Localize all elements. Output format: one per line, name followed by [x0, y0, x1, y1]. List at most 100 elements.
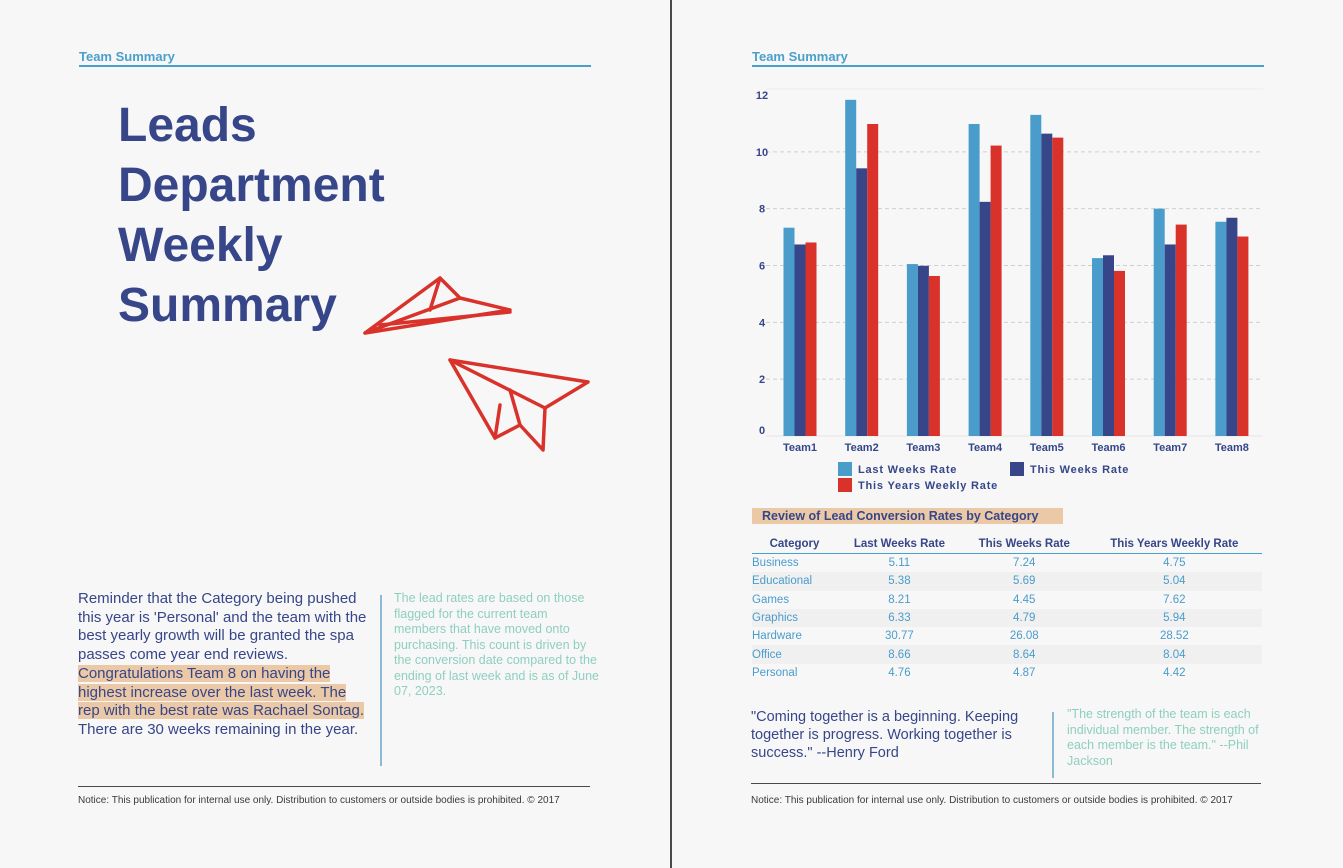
bar — [979, 201, 991, 436]
bar — [783, 227, 795, 436]
x-tick-label: Team8 — [1215, 442, 1249, 454]
bar — [1164, 244, 1176, 436]
column-header: Category — [752, 536, 837, 554]
left-page — [0, 0, 670, 868]
rate-cell: 7.62 — [1163, 593, 1186, 606]
phil-jackson-quote: "The strength of the team is each indivi… — [1067, 707, 1259, 768]
y-tick-label: 10 — [756, 147, 768, 159]
table-row: Business 5.11 7.24 4.75 — [752, 554, 1262, 573]
table-row: Hardware 30.77 26.08 28.52 — [752, 627, 1262, 645]
rate-cell: 4.45 — [1013, 593, 1036, 606]
page-divider — [670, 0, 672, 868]
category-cell: Graphics — [752, 608, 837, 628]
bar — [1092, 258, 1103, 436]
legend-swatch — [838, 478, 852, 492]
rate-cell: 4.42 — [1163, 666, 1186, 679]
right-page-header: Team Summary — [752, 49, 1264, 67]
reminder-plain: Reminder that the Category being pushed … — [78, 590, 367, 664]
paper-planes-decoration — [363, 276, 590, 452]
legend-label: This Years Weekly Rate — [858, 480, 998, 492]
legend-label: Last Weeks Rate — [858, 464, 957, 476]
category-cell: Office — [752, 645, 837, 664]
y-tick-label: 2 — [759, 374, 765, 386]
rate-cell: 5.94 — [1086, 608, 1262, 628]
rate-cell: 7.24 — [1013, 557, 1036, 570]
left-page-header: Team Summary — [79, 49, 591, 67]
rate-cell: 8.64 — [961, 645, 1087, 664]
quote-divider — [1052, 712, 1054, 778]
congratulations-highlight: Congratulations Team 8 on having the hig… — [78, 664, 364, 720]
rate-cell: 30.77 — [885, 630, 914, 643]
table-row: Office 8.66 8.64 8.04 — [752, 645, 1262, 664]
paper-plane-icon — [448, 358, 590, 452]
notice: Notice: This publication for internal us… — [78, 795, 560, 806]
table-row: Graphics 6.33 4.79 5.94 — [752, 608, 1262, 628]
bar — [906, 264, 918, 436]
rate-cell: 4.76 — [888, 666, 911, 679]
bar — [1052, 137, 1064, 436]
bar — [1114, 270, 1125, 436]
bar — [1103, 255, 1114, 436]
rate-cell: 4.79 — [961, 608, 1087, 628]
y-tick-label: 0 — [759, 425, 765, 437]
bar — [1226, 217, 1238, 436]
bar — [990, 145, 1002, 436]
bar — [856, 168, 868, 436]
legend-swatch — [838, 462, 852, 476]
bar — [1175, 224, 1187, 436]
column-header: Last Weeks Rate — [837, 536, 962, 554]
rate-cell: 6.33 — [837, 608, 962, 628]
category-cell: Hardware — [752, 630, 802, 643]
y-tick-label: 4 — [759, 317, 766, 329]
category-cell: Personal — [752, 666, 798, 679]
footer-rule — [78, 786, 590, 787]
x-tick-label: Team6 — [1091, 442, 1125, 454]
table-row: Educational 5.38 5.69 5.04 — [752, 572, 1262, 591]
legend-swatch — [1010, 462, 1024, 476]
bar — [1215, 221, 1227, 436]
bar — [1041, 133, 1053, 436]
notice: Notice: This publication for internal us… — [751, 795, 1233, 806]
reminder-text: Reminder that the Category being pushed … — [78, 590, 368, 740]
category-cell: Games — [752, 593, 790, 606]
table-header-row: Category Last Weeks Rate This Weeks Rate… — [752, 536, 1262, 554]
bar — [845, 99, 857, 436]
bar — [968, 123, 980, 437]
bar — [794, 244, 806, 436]
table-title: Review of Lead Conversion Rates by Categ… — [752, 508, 1063, 524]
column-header: This Years Weekly Rate — [1086, 536, 1262, 554]
rate-cell: 4.75 — [1163, 557, 1186, 570]
y-tick-label: 12 — [756, 90, 768, 102]
side-divider — [380, 595, 382, 766]
footer-rule — [751, 783, 1261, 784]
rate-cell: 5.11 — [888, 557, 911, 570]
bar — [928, 276, 940, 436]
weeks-remaining: There are 30 weeks remaining in the year… — [78, 720, 359, 738]
table-row: Games 8.21 4.45 7.62 — [752, 591, 1262, 609]
rate-cell: 4.87 — [1013, 666, 1036, 679]
rate-cell: 5.69 — [961, 572, 1087, 591]
bar — [805, 242, 817, 436]
legend-label: This Weeks Rate — [1030, 464, 1129, 476]
rate-cell: 8.66 — [837, 645, 962, 664]
column-header: This Weeks Rate — [961, 536, 1087, 554]
bar — [1153, 208, 1165, 436]
x-tick-label: Team3 — [906, 442, 940, 454]
table-row: Personal 4.76 4.87 4.42 — [752, 664, 1262, 682]
category-cell: Business — [752, 557, 799, 570]
x-tick-label: Team5 — [1030, 442, 1064, 454]
paper-plane-icon — [363, 276, 512, 335]
team-rates-chart: 0 2 4 6 8 10 12 Team1 Team2 Team3 Team4 Team5 Team6… — [756, 88, 1263, 492]
page-title: Leads Department Weekly Summary — [118, 99, 385, 332]
rate-cell: 5.38 — [837, 572, 962, 591]
category-cell: Educational — [752, 572, 837, 591]
bar — [1237, 236, 1249, 436]
rate-cell: 28.52 — [1159, 630, 1189, 643]
rate-cell: 5.04 — [1086, 572, 1262, 591]
y-tick-label: 8 — [759, 204, 765, 216]
conversion-rates-table: Category Last Weeks Rate This Weeks Rate… — [752, 536, 1262, 682]
x-tick-label: Team2 — [845, 442, 879, 454]
x-tick-label: Team1 — [783, 442, 817, 454]
x-tick-label: Team4 — [968, 442, 1003, 454]
bar — [867, 123, 879, 437]
